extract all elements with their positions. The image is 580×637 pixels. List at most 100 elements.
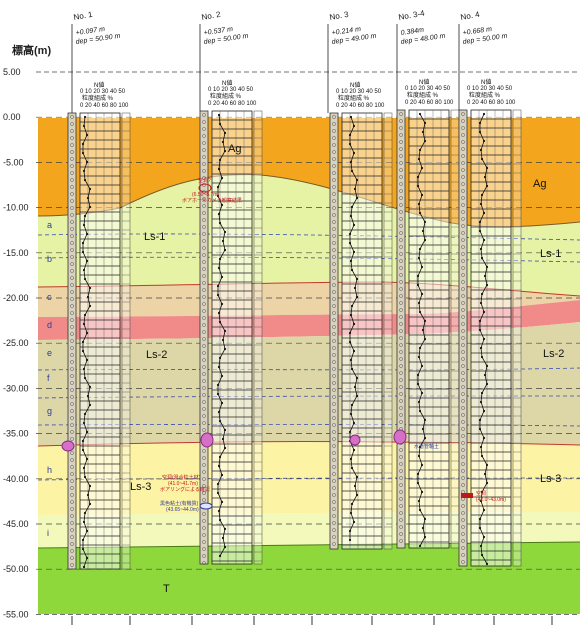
n-value-point	[81, 142, 85, 146]
soil-pattern	[70, 157, 74, 161]
n-value-point	[352, 223, 356, 227]
soil-pattern	[70, 500, 74, 504]
n-value-point	[216, 491, 220, 495]
y-tick-label: -45.00	[3, 519, 29, 529]
sublayer-label: d	[47, 320, 52, 330]
soil-pattern	[202, 393, 206, 397]
n-value-point	[221, 239, 225, 243]
n-value-point	[478, 328, 482, 332]
soil-pattern	[202, 533, 206, 537]
soil-pattern	[202, 463, 206, 467]
log-nvalue-scale: 0 10 20 30 40 50	[80, 89, 126, 95]
n-value-point	[478, 229, 482, 233]
soil-pattern	[399, 371, 403, 375]
borehole-elevation: 0.384m	[400, 27, 424, 37]
n-value-point	[81, 241, 85, 245]
soil-pattern	[399, 119, 403, 123]
soil-pattern	[399, 161, 403, 165]
label-ls2-left: Ls-2	[146, 349, 167, 361]
soil-pattern	[399, 357, 403, 361]
soil-pattern	[461, 182, 465, 186]
soil-pattern	[202, 141, 206, 145]
n-value-point	[216, 185, 220, 189]
n-value-point	[416, 274, 420, 278]
soil-pattern	[399, 245, 403, 249]
soil-pattern	[399, 140, 403, 144]
soil-pattern	[399, 343, 403, 347]
n-value-point	[216, 194, 220, 198]
soil-pattern	[70, 360, 74, 364]
n-value-point	[355, 178, 359, 182]
log-grain-label: 粒度組成 %	[338, 94, 370, 102]
soil-pattern	[399, 504, 403, 508]
n-value-point	[223, 446, 227, 450]
soil-pattern	[399, 259, 403, 263]
soil-pattern	[332, 262, 336, 266]
n-value-point	[420, 391, 424, 395]
n-value-point	[221, 437, 225, 441]
soil-pattern	[332, 234, 336, 238]
n-value-point	[349, 511, 353, 515]
n-value-point	[480, 454, 484, 458]
soil-pattern	[202, 491, 206, 495]
soil-pattern	[461, 294, 465, 298]
n-value-point	[348, 133, 352, 137]
soil-pattern	[461, 392, 465, 396]
soil-pattern	[332, 507, 336, 511]
n-value-point	[416, 373, 420, 377]
borehole-name: No. 3	[329, 10, 350, 22]
axis-title: 標高(m)	[12, 43, 51, 57]
soil-pattern	[399, 301, 403, 305]
soil-pattern	[70, 129, 74, 133]
soil-pattern	[202, 162, 206, 166]
soil-pattern	[70, 185, 74, 189]
n-value-point	[82, 124, 86, 128]
soil-pattern	[399, 266, 403, 270]
n-value-point	[82, 367, 86, 371]
soil-pattern	[399, 308, 403, 312]
soil-pattern	[332, 297, 336, 301]
soil-pattern	[202, 309, 206, 313]
soil-pattern	[332, 213, 336, 217]
log-grain-label: 粒度組成 %	[407, 91, 439, 99]
n-value-point	[482, 409, 486, 413]
n-value-point	[423, 121, 427, 125]
n-value-point	[418, 544, 422, 548]
n-value-point	[349, 259, 353, 263]
n-value-point	[81, 349, 85, 353]
soil-pattern	[70, 465, 74, 469]
soil-pattern	[461, 210, 465, 214]
n-value-point	[350, 367, 354, 371]
n-value-point	[223, 347, 227, 351]
soil-pattern	[461, 378, 465, 382]
soil-pattern	[202, 540, 206, 544]
n-value-point	[420, 193, 424, 197]
soil-pattern	[202, 379, 206, 383]
n-value-point	[353, 385, 357, 389]
soil-pattern	[332, 430, 336, 434]
soil-pattern	[202, 288, 206, 292]
soil-pattern	[332, 493, 336, 497]
n-value-point	[348, 241, 352, 245]
soil-pattern	[332, 290, 336, 294]
soil-pattern	[70, 486, 74, 490]
soil-pattern	[461, 511, 465, 515]
sublayer-label: e	[47, 348, 52, 358]
log-grain-scale: 0 20 40 60 80 100	[336, 103, 385, 109]
n-value-curve	[217, 114, 226, 557]
soil-pattern	[70, 535, 74, 539]
n-value-point	[348, 232, 352, 236]
borehole-name: No. 3-4	[398, 8, 426, 22]
n-value-point	[349, 313, 353, 317]
soil-pattern	[399, 525, 403, 529]
soil-pattern	[332, 241, 336, 245]
soil-pattern	[399, 287, 403, 291]
soil-pattern	[399, 196, 403, 200]
soil-pattern	[70, 514, 74, 518]
cavity-marker	[61, 440, 75, 452]
n-value-point	[83, 313, 87, 317]
soil-pattern	[70, 255, 74, 259]
